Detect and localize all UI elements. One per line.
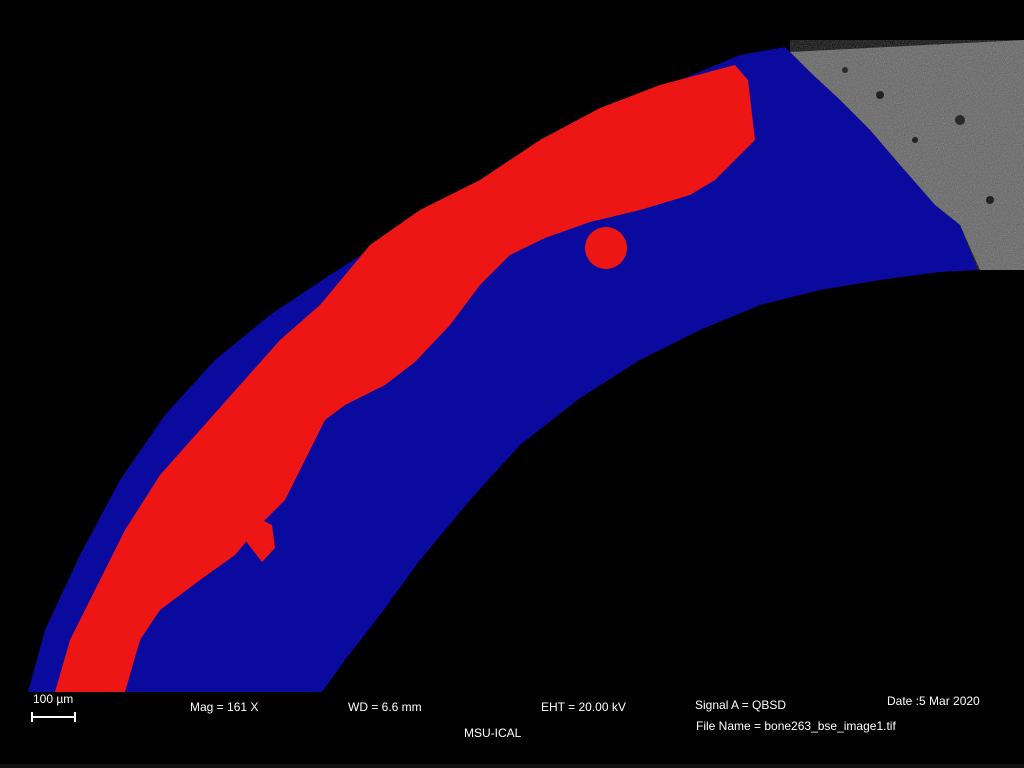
- raw-bone-texture: [790, 40, 1024, 270]
- scale-bar: [31, 712, 77, 722]
- eht-label: EHT = 20.00 kV: [541, 700, 626, 714]
- file-name-label: File Name = bone263_bse_image1.tif: [696, 719, 896, 733]
- sem-micrograph: [28, 40, 1024, 692]
- working-distance-label: WD = 6.6 mm: [348, 700, 422, 714]
- date-label: Date :5 Mar 2020: [887, 694, 980, 708]
- sem-info-bar: 100 µm Mag = 161 X WD = 6.6 mm EHT = 20.…: [0, 692, 1024, 768]
- scale-label: 100 µm: [33, 692, 74, 706]
- segmented-inclusion: [585, 227, 627, 269]
- lab-label: MSU-ICAL: [464, 726, 522, 740]
- signal-label: Signal A = QBSD: [695, 698, 787, 712]
- micrograph-canvas: [28, 40, 1024, 692]
- segmented-region: [55, 65, 755, 692]
- segmented-bump: [245, 518, 275, 562]
- bottom-strip: [0, 764, 1024, 768]
- magnification-label: Mag = 161 X: [190, 700, 259, 714]
